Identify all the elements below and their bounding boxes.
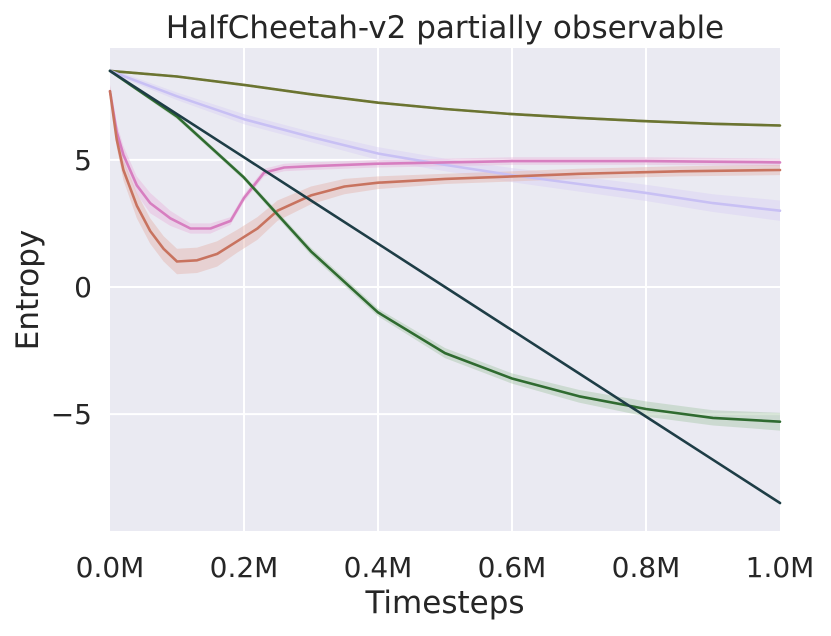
chart-title: HalfCheetah-v2 partially observable [166,10,724,46]
plot-background [110,48,780,531]
series-line-pink [108,89,782,230]
x-tick-label: 1.0M [746,551,815,584]
series-line-olive [108,69,782,127]
series-line-dark-teal [108,69,782,505]
band-lavender [110,68,780,221]
x-axis-label: Timesteps [364,585,524,621]
series-line-dark-green [108,69,782,424]
series-line-terracotta [108,89,782,263]
x-tick-label: 0.0M [76,551,145,584]
series-lines [108,69,782,505]
series-line-lavender [108,69,782,212]
x-tick-label: 0.8M [612,551,681,584]
y-tick-label: −5 [51,398,92,431]
y-tick-label: 5 [74,144,92,177]
x-tick-label: 0.6M [478,551,547,584]
y-tick-labels: 5 0 −5 [51,144,92,431]
y-axis-label: Entropy [10,230,46,350]
band-pink [110,84,780,234]
y-tick-label: 0 [74,271,92,304]
x-tick-label: 0.4M [344,551,413,584]
x-tick-labels: 0.0M 0.2M 0.4M 0.6M 0.8M 1.0M [76,551,815,584]
x-tick-label: 0.2M [210,551,279,584]
